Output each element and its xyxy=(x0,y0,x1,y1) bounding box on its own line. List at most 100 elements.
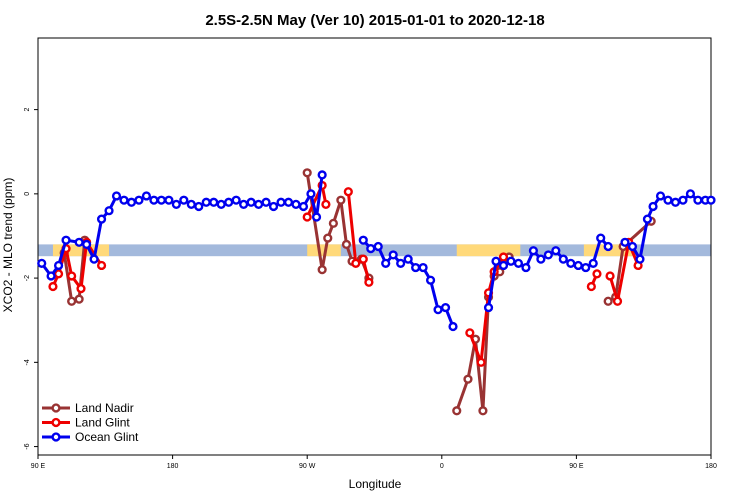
data-point xyxy=(670,197,681,207)
legend-item-land-nadir: Land Nadir xyxy=(42,401,134,415)
data-point xyxy=(134,195,144,205)
data-point xyxy=(268,201,279,212)
data-point xyxy=(592,269,602,279)
data-point xyxy=(119,195,129,205)
data-point xyxy=(452,406,462,416)
legend-label: Land Glint xyxy=(75,416,130,430)
data-point xyxy=(149,195,159,205)
series-layer xyxy=(37,168,716,416)
data-point xyxy=(551,246,561,256)
data-point xyxy=(558,254,568,264)
data-point xyxy=(343,187,353,197)
data-point xyxy=(693,195,703,205)
land-band-segment xyxy=(456,244,521,257)
data-point xyxy=(418,262,428,273)
x-tick-label: 180 xyxy=(167,463,179,470)
data-point xyxy=(96,214,107,224)
data-point xyxy=(388,250,398,260)
x-tick-label: 180 xyxy=(705,463,717,470)
x-tick-label: 0 xyxy=(440,463,444,470)
x-tick-label: 90 E xyxy=(569,463,584,470)
data-point xyxy=(126,197,137,207)
data-point xyxy=(478,406,488,416)
data-point xyxy=(586,281,596,292)
data-point xyxy=(596,233,606,243)
data-point xyxy=(642,214,653,224)
y-tick-label: -6 xyxy=(24,443,31,449)
y-axis: 2 0 -2 -4 -6 xyxy=(24,108,38,450)
data-point xyxy=(276,197,286,207)
data-point xyxy=(141,191,152,201)
land-band-segment xyxy=(307,244,341,257)
data-point xyxy=(156,195,166,205)
data-point xyxy=(61,235,71,245)
data-point xyxy=(381,258,391,268)
data-point xyxy=(216,199,226,209)
data-point xyxy=(96,260,107,271)
data-point xyxy=(465,328,475,338)
data-point xyxy=(111,191,122,201)
data-point xyxy=(358,254,368,264)
data-point xyxy=(291,199,301,209)
data-point xyxy=(433,305,443,315)
data-point xyxy=(74,237,84,247)
data-point xyxy=(573,260,583,271)
data-point xyxy=(627,241,638,252)
data-point xyxy=(317,265,327,275)
data-point xyxy=(317,170,327,180)
data-point xyxy=(164,195,174,205)
x-tick-label: 90 E xyxy=(31,463,46,470)
data-point xyxy=(302,212,312,222)
data-point xyxy=(513,258,524,268)
y-tick-label: 2 xyxy=(24,108,31,112)
plot-frame xyxy=(37,37,712,456)
data-point xyxy=(612,296,623,306)
data-point xyxy=(323,233,333,243)
data-point xyxy=(663,195,673,205)
data-point xyxy=(373,241,383,252)
data-point xyxy=(89,254,99,264)
data-point xyxy=(678,195,688,205)
land-band-segment xyxy=(52,244,110,257)
data-point xyxy=(605,271,615,281)
data-point xyxy=(476,357,486,367)
legend-label: Ocean Glint xyxy=(75,430,139,444)
data-point xyxy=(498,252,509,262)
data-point xyxy=(635,254,645,264)
data-point xyxy=(603,296,613,306)
data-point xyxy=(298,201,309,212)
legend-item-ocean-glint: Ocean Glint xyxy=(42,430,139,444)
data-point xyxy=(201,197,211,207)
data-point xyxy=(506,256,516,266)
data-point xyxy=(396,258,406,268)
data-point xyxy=(306,189,316,199)
legend-marker xyxy=(51,432,61,442)
data-point xyxy=(491,256,501,266)
data-point xyxy=(53,260,64,271)
data-point xyxy=(483,302,494,313)
data-point xyxy=(448,321,458,332)
legend-item-land-glint: Land Glint xyxy=(42,416,130,430)
data-point xyxy=(74,294,84,304)
data-point xyxy=(440,302,451,313)
y-tick-label: -4 xyxy=(24,359,31,365)
series-land-glint xyxy=(48,180,643,367)
y-tick-label: 0 xyxy=(24,192,31,196)
data-point xyxy=(341,239,352,249)
data-point xyxy=(37,258,47,268)
legend-marker xyxy=(51,403,61,413)
data-point xyxy=(246,197,256,207)
data-point xyxy=(403,254,413,264)
data-point xyxy=(351,258,361,268)
data-point xyxy=(239,199,249,209)
data-point xyxy=(46,271,56,281)
legend-marker xyxy=(51,417,61,428)
data-point xyxy=(186,199,196,209)
data-point xyxy=(48,281,58,292)
data-point xyxy=(328,218,338,228)
data-point xyxy=(67,271,77,281)
series-land-nadir xyxy=(59,168,656,416)
data-point xyxy=(261,197,271,207)
data-point xyxy=(311,212,322,222)
